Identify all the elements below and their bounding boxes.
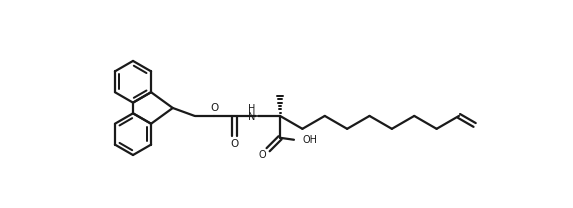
Text: O: O: [230, 139, 238, 149]
Text: H: H: [248, 104, 255, 114]
Text: O: O: [210, 103, 219, 113]
Text: OH: OH: [303, 135, 318, 145]
Text: O: O: [258, 150, 266, 160]
Text: N: N: [248, 112, 255, 122]
